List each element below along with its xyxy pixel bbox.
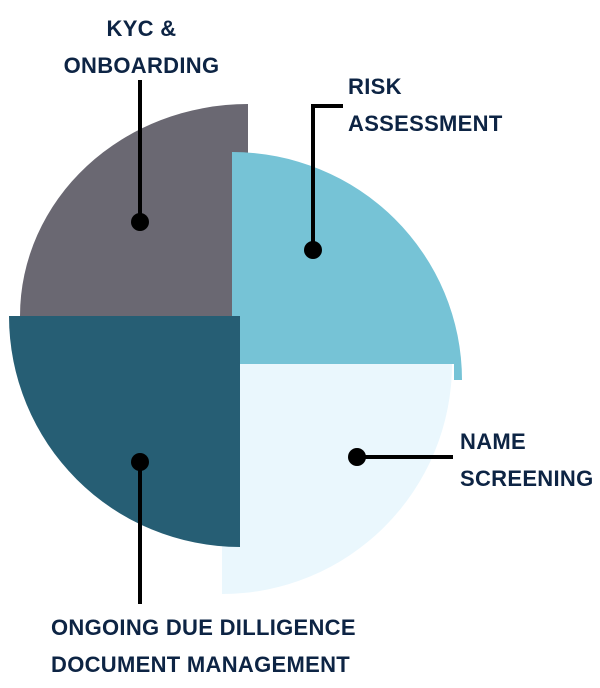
label-line: DOCUMENT MANAGEMENT xyxy=(51,652,351,677)
connector-dot xyxy=(348,448,366,466)
label-line: RISK xyxy=(348,74,402,99)
label-name-screening: NAME SCREENING xyxy=(460,423,594,497)
segment-risk-assessment xyxy=(232,152,462,380)
connector-kyc-onboarding xyxy=(131,80,149,231)
connector-dot xyxy=(131,213,149,231)
segment-ongoing-due-diligence xyxy=(9,316,240,547)
connector-dot xyxy=(131,453,149,471)
label-risk-assessment: RISK ASSESSMENT xyxy=(348,68,503,142)
label-kyc-onboarding: KYC & ONBOARDING xyxy=(54,10,229,84)
label-line: SCREENING xyxy=(460,466,594,491)
label-line: ONBOARDING xyxy=(63,53,220,78)
label-line: KYC & xyxy=(106,16,177,41)
connector-ongoing-due-diligence xyxy=(131,453,149,604)
label-ongoing-due-diligence: ONGOING DUE DILLIGENCE DOCUMENT MANAGEME… xyxy=(51,609,356,683)
label-line: ONGOING DUE DILLIGENCE xyxy=(51,615,356,640)
segment-kyc-onboarding xyxy=(20,104,248,316)
connector-risk-assessment xyxy=(304,104,343,259)
connector-dot xyxy=(304,241,322,259)
segment-name-screening xyxy=(222,364,452,594)
label-line: NAME xyxy=(460,429,526,454)
connector-name-screening xyxy=(348,448,453,466)
label-line: ASSESSMENT xyxy=(348,111,503,136)
